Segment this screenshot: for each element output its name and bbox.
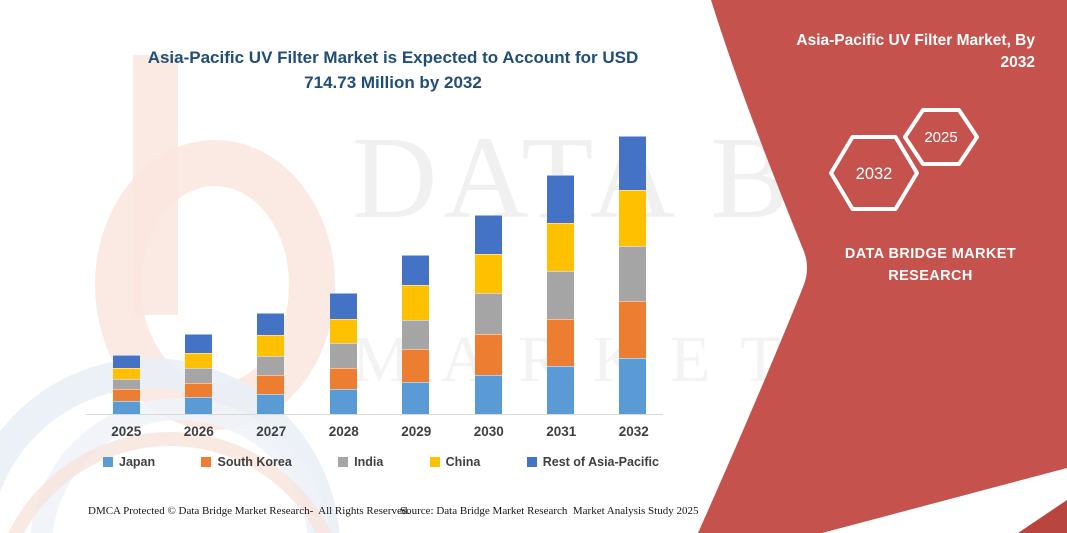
bar-2027-segment-india xyxy=(257,355,285,376)
legend-color-chip xyxy=(429,457,440,467)
bar-2029-segment-south-korea xyxy=(402,349,430,383)
panel-title: Asia-Pacific UV Filter Market, By 2032 xyxy=(796,32,1035,71)
bar-2028-segment-india xyxy=(329,343,357,368)
x-axis-labels: 2025 2026 2027 2028 2029 2030 2031 2032 xyxy=(90,424,670,439)
bar-2026 xyxy=(184,334,212,414)
brand-name: DATA BRIDGE MARKET RESEARCH xyxy=(844,246,1017,285)
bar-2028-segment-japan xyxy=(329,388,357,414)
bar-2027 xyxy=(257,313,285,414)
x-axis-label-2028: 2028 xyxy=(328,424,359,439)
bar-2030-segment-south-korea xyxy=(474,334,502,376)
bar-2030-segment-china xyxy=(474,254,502,293)
bar-2032-segment-china xyxy=(619,190,647,246)
chart-title: Asia-Pacific UV Filter Market is Expecte… xyxy=(147,48,639,92)
x-axis-label-2026: 2026 xyxy=(183,424,214,439)
bar-2031-segment-india xyxy=(546,270,574,319)
legend-label: India xyxy=(354,455,384,469)
bar-2025-segment-china xyxy=(112,367,140,379)
bar-2029-segment-rest-of-asia-pacific xyxy=(402,255,430,285)
bar-2028-segment-rest-of-asia-pacific xyxy=(329,293,357,320)
bar-2028-segment-china xyxy=(329,319,357,344)
bar-2031-segment-china xyxy=(546,222,574,271)
legend-color-chip xyxy=(201,457,212,467)
bar-2031-segment-south-korea xyxy=(546,318,574,367)
legend-item-india: India xyxy=(338,455,383,469)
chart-legend: Japan South Korea India China Rest of Asia-P… xyxy=(103,455,659,469)
bar-2032-segment-japan xyxy=(619,357,647,414)
bar-2032-segment-india xyxy=(619,246,647,301)
x-axis-label-2031: 2031 xyxy=(546,424,577,439)
bar-2029-segment-china xyxy=(402,284,430,320)
bar-2031 xyxy=(546,175,574,414)
footer-source-text: Source: Data Bridge Market Research Mark… xyxy=(400,505,699,517)
hexagon-2025 xyxy=(903,108,979,166)
bar-2031-segment-rest-of-asia-pacific xyxy=(546,175,574,223)
legend-color-chip xyxy=(103,457,113,467)
legend-item-japan: Japan xyxy=(103,455,155,469)
bar-2030-segment-japan xyxy=(474,375,502,414)
bar-2026-segment-japan xyxy=(184,396,212,414)
x-axis-label-2029: 2029 xyxy=(401,424,432,439)
legend-item-south-korea: South Korea xyxy=(201,455,292,469)
bar-2026-segment-rest-of-asia-pacific xyxy=(184,334,212,353)
legend-label: South Korea xyxy=(217,455,292,469)
hexagon-2025-label: 2025 xyxy=(924,129,957,146)
bar-2025-segment-rest-of-asia-pacific xyxy=(112,354,140,368)
footer-dmca-text: DMCA Protected © Data Bridge Market Rese… xyxy=(88,505,411,517)
hexagon-2032 xyxy=(829,135,919,211)
bar-2026-segment-south-korea xyxy=(184,382,212,397)
bar-2030-segment-india xyxy=(474,292,502,335)
bar-2032-segment-south-korea xyxy=(619,300,647,358)
legend-label: Rest of Asia-Pacific xyxy=(542,455,659,469)
legend-color-chip xyxy=(526,457,537,467)
bar-2029 xyxy=(402,255,430,414)
bar-2027-segment-rest-of-asia-pacific xyxy=(257,313,285,336)
bar-2025-segment-south-korea xyxy=(112,388,140,401)
stacked-bar-plot xyxy=(90,135,670,414)
bar-2025-segment-india xyxy=(112,378,140,389)
bar-2029-segment-india xyxy=(402,319,430,350)
bar-2030-segment-rest-of-asia-pacific xyxy=(474,215,502,255)
bar-2026-segment-india xyxy=(184,367,212,383)
bar-2032 xyxy=(619,136,647,414)
bar-2028 xyxy=(329,293,357,414)
bar-2032-segment-rest-of-asia-pacific xyxy=(619,136,647,190)
bar-2027-segment-japan xyxy=(257,394,285,414)
x-axis-label-2030: 2030 xyxy=(473,424,504,439)
x-axis-line xyxy=(86,414,663,415)
bar-2031-segment-japan xyxy=(546,366,574,414)
x-axis-label-2032: 2032 xyxy=(618,424,649,439)
bar-2029-segment-japan xyxy=(402,382,430,414)
red-corner-triangle xyxy=(1018,500,1067,533)
year-hexagons: 2025 2032 xyxy=(829,108,979,211)
x-axis-label-2027: 2027 xyxy=(256,424,287,439)
x-axis-label-2025: 2025 xyxy=(111,424,142,439)
bar-2028-segment-south-korea xyxy=(329,367,357,389)
legend-color-chip xyxy=(338,457,349,467)
bar-2027-segment-south-korea xyxy=(257,375,285,395)
bar-2030 xyxy=(474,215,502,414)
bar-2026-segment-china xyxy=(184,352,212,368)
hexagon-2032-label: 2032 xyxy=(856,165,893,183)
bar-2025-segment-japan xyxy=(112,400,140,414)
bar-2027-segment-china xyxy=(257,335,285,356)
legend-label: Japan xyxy=(119,455,156,469)
legend-label: China xyxy=(445,455,481,469)
legend-item-china: China xyxy=(429,455,481,469)
bar-2025 xyxy=(112,354,140,414)
legend-item-rest-of-asia-pacific: Rest of Asia-Pacific xyxy=(526,455,659,469)
